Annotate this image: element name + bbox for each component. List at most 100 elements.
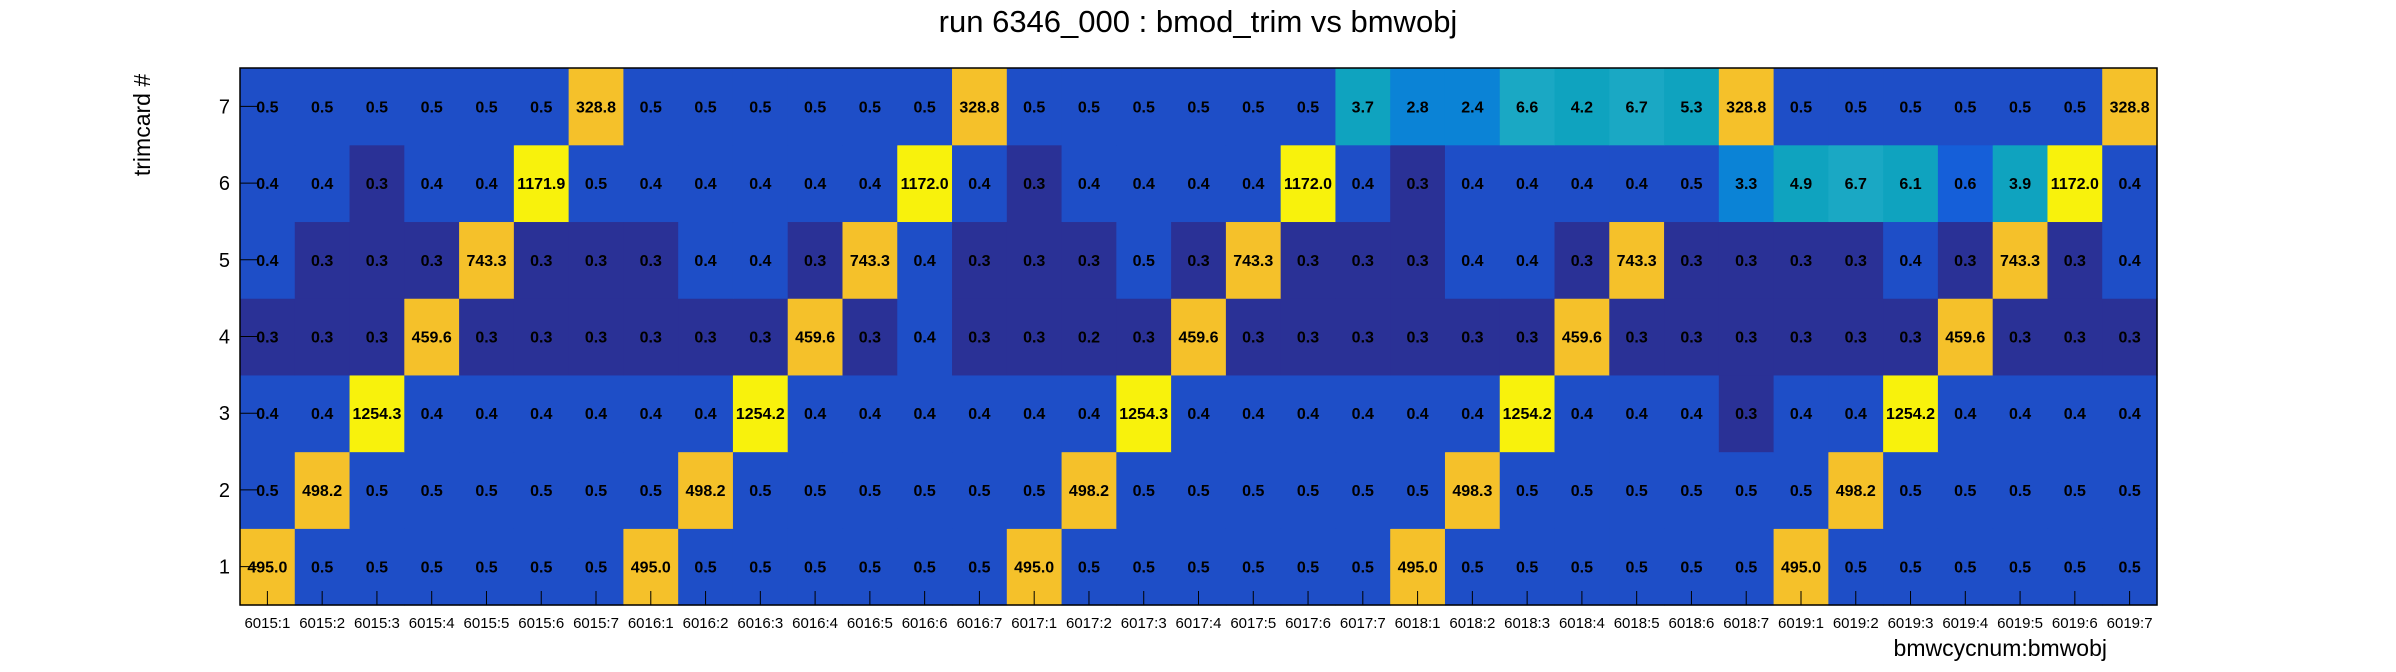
cell-value-label: 0.4 xyxy=(1023,406,1045,423)
heatmap-cell xyxy=(1992,144,2049,223)
heatmap-cell xyxy=(1444,144,1501,223)
heatmap-cell xyxy=(2047,144,2103,223)
heatmap-cell xyxy=(294,374,351,453)
heatmap-cell xyxy=(1280,68,1337,146)
heatmap-cell xyxy=(1006,144,1063,223)
heatmap-cell xyxy=(1883,451,1939,529)
heatmap-cell xyxy=(349,451,405,529)
heatmap-cell xyxy=(678,144,734,223)
x-tick-label: 6015:6 xyxy=(518,615,564,632)
cell-value-label: 0.3 xyxy=(311,253,333,270)
cell-value-label: 0.5 xyxy=(1626,483,1648,500)
heatmap-cell xyxy=(732,221,789,299)
heatmap-cell xyxy=(1773,374,1829,453)
heatmap-cell xyxy=(1773,298,1829,376)
heatmap-cell xyxy=(1828,374,1884,453)
heatmap-cell xyxy=(1061,68,1117,146)
heatmap-cell xyxy=(1883,68,1939,146)
cell-value-label: 0.3 xyxy=(1735,330,1757,347)
heatmap-cell xyxy=(1171,298,1227,376)
heatmap-cell xyxy=(1171,221,1227,299)
x-tick-label: 6019:6 xyxy=(2052,615,2098,632)
cell-value-label: 0.5 xyxy=(1297,483,1319,500)
cell-value-label: 0.4 xyxy=(1571,406,1593,423)
cell-value-label: 0.4 xyxy=(640,406,662,423)
cell-value-label: 0.3 xyxy=(256,330,278,347)
cell-value-label: 0.3 xyxy=(1461,330,1483,347)
cell-value-label: 0.5 xyxy=(2009,483,2031,500)
y-tick-label: 3 xyxy=(219,403,230,425)
cell-value-label: 0.4 xyxy=(749,253,771,270)
cell-value-label: 0.4 xyxy=(1352,406,1374,423)
cell-value-label: 0.5 xyxy=(1516,560,1538,577)
cell-value-label: 0.3 xyxy=(1790,330,1812,347)
heatmap-cell xyxy=(1006,451,1063,529)
cell-value-label: 0.3 xyxy=(804,253,826,270)
cell-value-label: 0.5 xyxy=(1187,99,1209,116)
cell-value-label: 0.5 xyxy=(366,483,388,500)
heatmap-cell xyxy=(1664,221,1720,299)
x-tick-label: 6017:2 xyxy=(1066,615,1112,632)
cell-value-label: 0.5 xyxy=(1133,483,1155,500)
cell-value-label: 0.5 xyxy=(1187,560,1209,577)
heatmap-cell xyxy=(732,144,789,223)
cell-value-label: 0.5 xyxy=(1680,560,1702,577)
heatmap-cell xyxy=(1718,221,1775,299)
cell-value-label: 0.5 xyxy=(749,99,771,116)
cell-value-label: 0.4 xyxy=(694,253,716,270)
cell-value-label: 0.4 xyxy=(1242,176,1264,193)
heatmap-cell xyxy=(1225,68,1282,146)
cell-value-label: 498.2 xyxy=(1836,483,1876,500)
cell-value-label: 0.5 xyxy=(585,176,607,193)
cell-value-label: 1254.3 xyxy=(352,406,401,423)
heatmap-cell xyxy=(842,451,898,529)
cell-value-label: 0.5 xyxy=(914,560,936,577)
cell-value-label: 0.5 xyxy=(1899,483,1921,500)
cell-value-label: 743.3 xyxy=(2000,253,2040,270)
heatmap-cell xyxy=(1883,298,1939,376)
heatmap-cell xyxy=(2102,374,2158,453)
cell-value-label: 498.3 xyxy=(1452,483,1492,500)
heatmap-cell xyxy=(1992,451,2049,529)
heatmap-cell xyxy=(404,68,460,146)
heatmap-cell xyxy=(1390,451,1446,529)
cell-value-label: 0.3 xyxy=(530,330,552,347)
cell-value-label: 0.4 xyxy=(749,176,771,193)
cell-value-label: 1172.0 xyxy=(2051,176,2099,193)
heatmap-cell xyxy=(1444,68,1501,146)
x-tick-label: 6016:1 xyxy=(628,615,674,632)
cell-value-label: 0.5 xyxy=(640,99,662,116)
heatmap-cell xyxy=(568,68,624,146)
cell-value-label: 0.3 xyxy=(1954,253,1976,270)
cell-value-label: 0.5 xyxy=(1845,99,1867,116)
cell-value-label: 0.5 xyxy=(1078,99,1100,116)
heatmap-cell xyxy=(787,374,844,453)
cell-value-label: 0.5 xyxy=(1242,483,1264,500)
cell-value-label: 0.4 xyxy=(694,176,716,193)
heatmap-cell xyxy=(623,68,679,146)
cell-value-label: 0.4 xyxy=(804,406,826,423)
cell-value-label: 0.5 xyxy=(1297,560,1319,577)
x-tick-label: 6015:7 xyxy=(573,615,619,632)
heatmap-cell xyxy=(1335,221,1391,299)
cell-value-label: 0.5 xyxy=(1461,560,1483,577)
cell-value-label: 459.6 xyxy=(1945,330,1985,347)
cell-value-label: 0.4 xyxy=(256,253,278,270)
heatmap-cell xyxy=(1225,221,1282,299)
cell-value-label: 0.5 xyxy=(1023,483,1045,500)
heatmap-cell xyxy=(459,298,515,376)
heatmap-cell xyxy=(1171,374,1227,453)
cell-value-label: 0.4 xyxy=(2064,406,2086,423)
heatmap-cell xyxy=(568,374,624,453)
heatmap-cell xyxy=(1664,68,1720,146)
cell-value-label: 0.4 xyxy=(1352,176,1374,193)
x-tick-label: 6018:5 xyxy=(1614,615,1660,632)
cell-value-label: 0.3 xyxy=(1845,253,1867,270)
cell-value-label: 0.4 xyxy=(694,406,716,423)
x-tick-label: 6016:5 xyxy=(847,615,893,632)
heatmap-cell xyxy=(1444,451,1501,529)
heatmap-cell xyxy=(1280,144,1337,223)
heatmap-cell xyxy=(787,221,844,299)
heatmap-cell xyxy=(1554,144,1610,223)
heatmap-cell xyxy=(1609,374,1665,453)
